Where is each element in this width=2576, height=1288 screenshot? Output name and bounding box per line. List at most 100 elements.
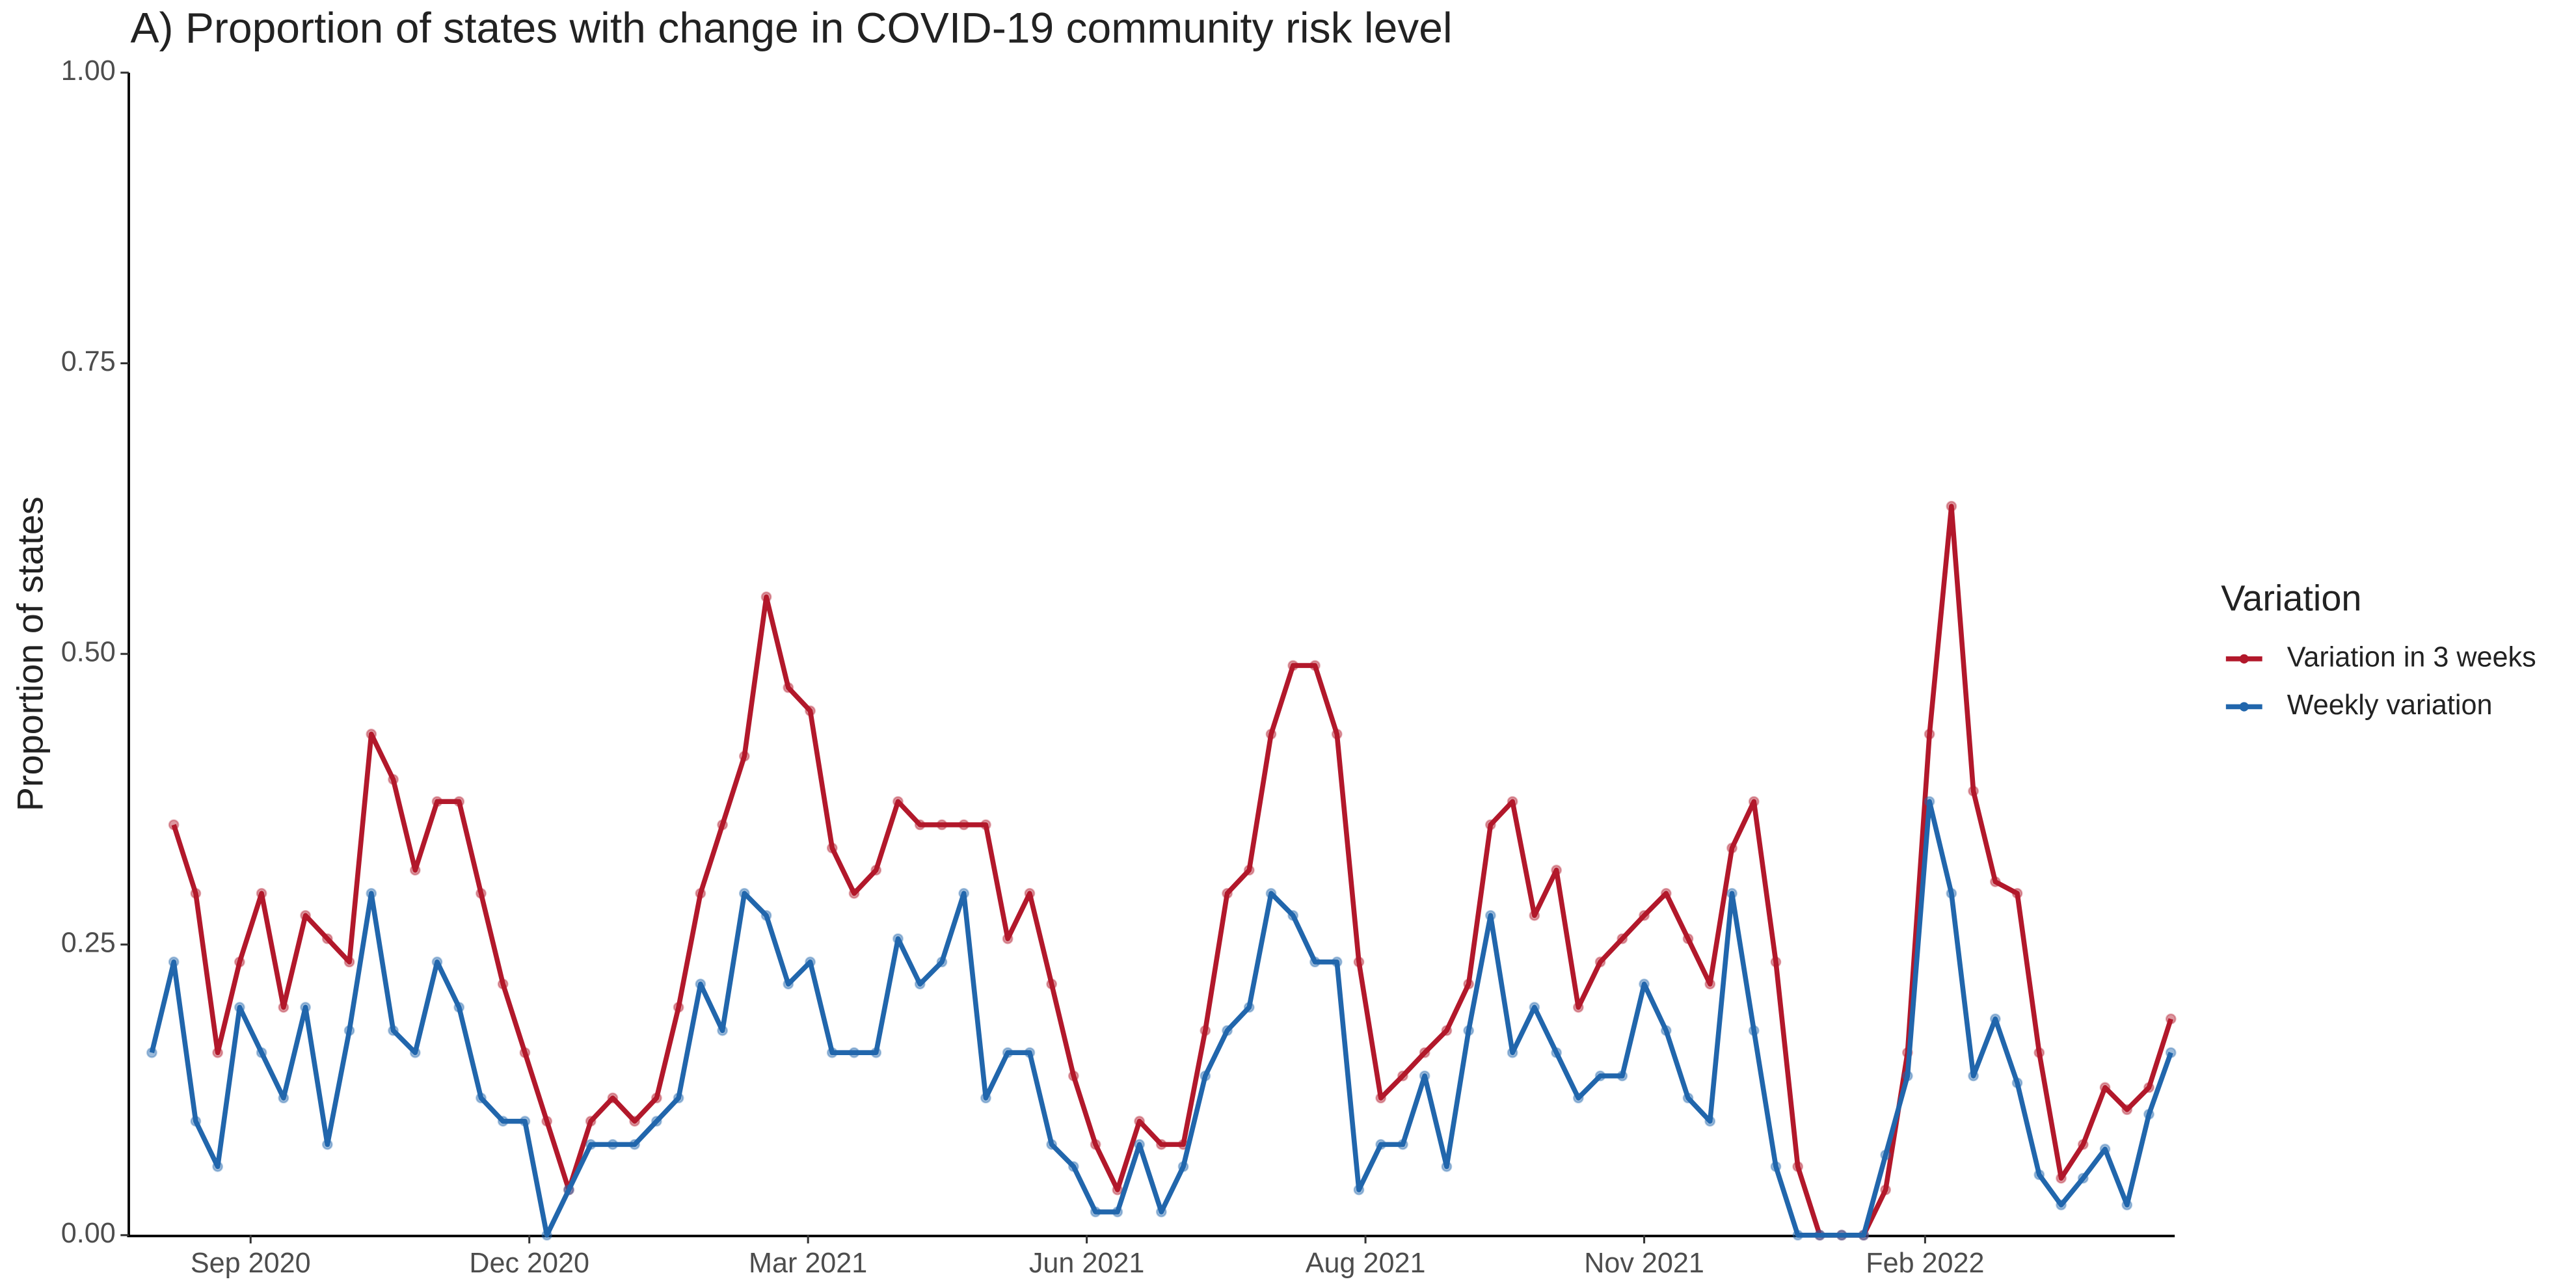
point xyxy=(2099,1144,2111,1155)
point xyxy=(651,1092,662,1104)
point xyxy=(2165,1013,2177,1025)
point xyxy=(1002,933,1013,945)
point xyxy=(2099,1082,2111,1093)
point xyxy=(607,1092,619,1104)
point xyxy=(717,819,728,831)
point xyxy=(1068,1070,1079,1082)
point xyxy=(2121,1199,2133,1211)
point xyxy=(2143,1082,2154,1093)
point xyxy=(1309,660,1321,671)
point xyxy=(1441,1025,1453,1036)
point xyxy=(1726,842,1737,854)
point xyxy=(343,956,355,968)
point xyxy=(278,1092,289,1104)
point xyxy=(738,887,750,899)
point xyxy=(388,773,399,785)
point xyxy=(409,1047,421,1058)
point xyxy=(870,1047,882,1058)
point xyxy=(1090,1139,1101,1150)
point xyxy=(1155,1139,1167,1150)
point xyxy=(168,819,180,831)
point xyxy=(190,887,202,899)
point xyxy=(717,1025,728,1036)
point xyxy=(2165,1047,2177,1058)
point xyxy=(1046,978,1058,990)
point xyxy=(409,865,421,876)
point xyxy=(848,1047,860,1058)
point xyxy=(1902,1070,1913,1082)
legend-label: Variation in 3 weeks xyxy=(2287,641,2536,673)
point xyxy=(1704,1116,1716,1127)
point xyxy=(256,887,267,899)
point xyxy=(1112,1184,1123,1196)
point xyxy=(1924,796,1935,807)
point xyxy=(146,1047,157,1058)
y-tick-label: 0.00 xyxy=(61,1218,116,1249)
point xyxy=(783,978,794,990)
point xyxy=(1946,887,1957,899)
point xyxy=(1309,956,1321,968)
point xyxy=(234,956,245,968)
point xyxy=(826,842,838,854)
point xyxy=(1880,1184,1892,1196)
point xyxy=(1265,887,1277,899)
point xyxy=(1287,660,1299,671)
point xyxy=(1375,1092,1387,1104)
y-tick-label: 0.50 xyxy=(61,637,116,668)
point xyxy=(805,956,816,968)
point xyxy=(870,865,882,876)
point xyxy=(1529,1002,1540,1013)
point xyxy=(1419,1070,1430,1082)
series-line xyxy=(149,799,2173,1238)
point xyxy=(1200,1070,1211,1082)
point xyxy=(760,591,772,603)
point xyxy=(2011,887,2023,899)
x-tick-label: Dec 2020 xyxy=(469,1248,589,1279)
x-tick-label: Nov 2021 xyxy=(1584,1248,1704,1279)
point xyxy=(1265,729,1277,740)
point xyxy=(563,1184,574,1196)
point xyxy=(805,705,816,717)
x-tick-label: Aug 2021 xyxy=(1306,1248,1426,1279)
point xyxy=(1463,1025,1475,1036)
point xyxy=(1397,1139,1408,1150)
point xyxy=(321,1139,333,1150)
chart-title: A) Proportion of states with change in C… xyxy=(131,4,1453,52)
point xyxy=(673,1092,684,1104)
y-tick-label: 1.00 xyxy=(61,55,116,87)
point xyxy=(1046,1139,1058,1150)
point xyxy=(1880,1149,1892,1161)
legend-title: Variation xyxy=(2221,578,2361,619)
point xyxy=(519,1047,531,1058)
point xyxy=(2033,1169,2045,1181)
point xyxy=(1551,865,1562,876)
point xyxy=(1463,978,1475,990)
point xyxy=(1594,1070,1606,1082)
point xyxy=(936,956,948,968)
x-tick-label: Jun 2021 xyxy=(1029,1248,1145,1279)
point xyxy=(300,1002,311,1013)
point xyxy=(1639,909,1650,921)
point xyxy=(1770,1161,1782,1172)
point xyxy=(760,909,772,921)
point xyxy=(1968,785,1979,797)
point xyxy=(2121,1104,2133,1116)
point xyxy=(1155,1206,1167,1218)
point xyxy=(1024,1047,1036,1058)
point xyxy=(958,887,970,899)
point xyxy=(1024,887,1036,899)
point xyxy=(1375,1139,1387,1150)
point xyxy=(453,796,465,807)
point xyxy=(388,1025,399,1036)
point xyxy=(1836,1229,1847,1241)
point xyxy=(1660,1025,1672,1036)
point xyxy=(1287,909,1299,921)
point xyxy=(1243,1002,1255,1013)
point xyxy=(826,1047,838,1058)
point xyxy=(1090,1206,1101,1218)
point xyxy=(366,887,377,899)
point xyxy=(629,1139,641,1150)
point xyxy=(651,1116,662,1127)
point xyxy=(1572,1002,1584,1013)
